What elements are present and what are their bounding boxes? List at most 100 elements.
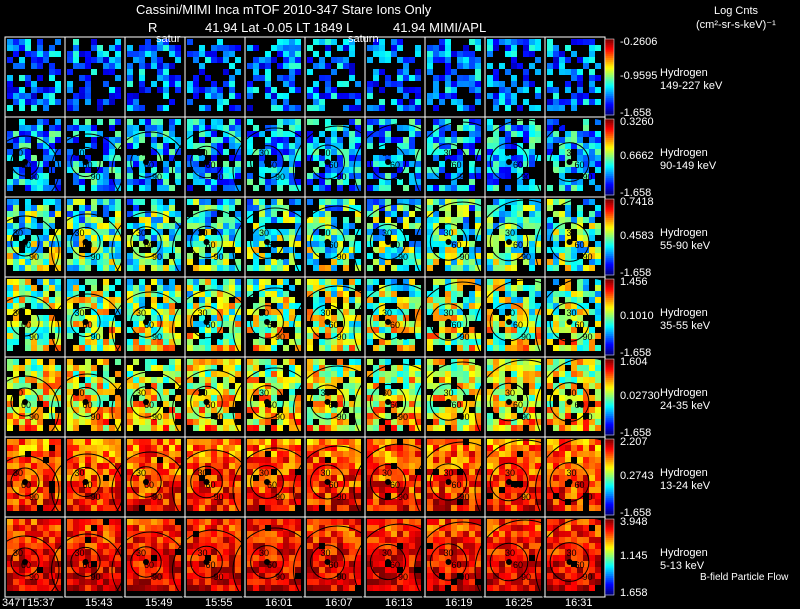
heatmap-cell: [199, 451, 205, 457]
heatmap-cell: [307, 253, 313, 259]
colorbar-segment: [605, 122, 614, 126]
heatmap-cell: [139, 155, 145, 161]
contour-label: 30: [136, 148, 146, 158]
heatmap-cell: [49, 155, 55, 161]
heatmap-cell: [589, 99, 595, 105]
heatmap-cell: [259, 205, 265, 211]
heatmap-cell: [265, 377, 271, 383]
heatmap-cell: [565, 413, 571, 419]
heatmap-cell: [223, 167, 229, 173]
heatmap-cell: [517, 401, 523, 407]
heatmap-cell: [499, 303, 505, 309]
heatmap-cell: [133, 259, 139, 265]
heatmap-cell: [583, 345, 589, 351]
saturn-marker: [506, 399, 512, 405]
heatmap-cell: [127, 487, 133, 493]
heatmap-cell: [259, 339, 265, 345]
contour-label: 90: [460, 252, 470, 262]
heatmap-cell: [505, 291, 511, 297]
heatmap-cell: [223, 173, 229, 179]
contour-label: 90: [152, 332, 162, 342]
heatmap-cell: [289, 321, 295, 327]
heatmap-cell: [187, 365, 193, 371]
heatmap-cell: [331, 87, 337, 93]
colorbar-segment: [605, 345, 614, 348]
heatmap-cell: [349, 333, 355, 339]
contour-label: 30: [382, 148, 392, 158]
heatmap-cell: [223, 413, 229, 419]
heatmap-cell: [157, 211, 163, 217]
heatmap-cell: [205, 339, 211, 345]
saturn-marker: [566, 399, 573, 405]
heatmap-cell: [19, 211, 25, 217]
heatmap-cell: [211, 167, 217, 173]
heatmap-cell: [277, 185, 283, 191]
heatmap-cell: [187, 339, 193, 345]
colorbar-segment: [605, 86, 614, 89]
heatmap-cell: [205, 365, 211, 371]
heatmap-cell: [259, 179, 265, 185]
heatmap-cell: [529, 39, 535, 45]
heatmap-cell: [439, 51, 445, 57]
contour-label: 90: [398, 172, 408, 182]
heatmap-cell: [193, 285, 199, 291]
heatmap-cell: [169, 223, 175, 229]
heatmap-cell: [319, 279, 325, 285]
heatmap-cell: [583, 303, 589, 309]
heatmap-cell: [157, 279, 163, 285]
colorbar-segment: [605, 119, 614, 122]
contour-label: 90: [275, 412, 285, 422]
contour-label: 60: [452, 240, 462, 250]
heatmap-cell: [553, 345, 559, 351]
colorbar-segment: [605, 160, 614, 164]
heatmap-cell: [445, 199, 451, 205]
heatmap-cell: [571, 259, 577, 265]
heatmap-cell: [169, 205, 175, 211]
heatmap-cell: [43, 291, 49, 297]
heatmap-cell: [529, 297, 535, 303]
heatmap-cell: [253, 303, 259, 309]
heatmap-cell: [13, 265, 19, 271]
heatmap-cell: [289, 383, 295, 389]
heatmap-cell: [37, 185, 43, 191]
heatmap-cell: [271, 137, 277, 143]
heatmap-cell: [595, 149, 601, 155]
heatmap-cell: [199, 407, 205, 413]
heatmap-cell: [523, 419, 529, 425]
heatmap-cell: [469, 173, 475, 179]
heatmap-cell: [343, 291, 349, 297]
heatmap-cell: [43, 371, 49, 377]
heatmap-cell: [517, 241, 523, 247]
heatmap-cell: [355, 105, 361, 111]
heatmap-cell: [7, 395, 13, 401]
heatmap-cell: [355, 205, 361, 211]
heatmap-cell: [517, 167, 523, 173]
heatmap-cell: [553, 309, 559, 315]
heatmap-cell: [55, 125, 61, 131]
heatmap-cell: [439, 327, 445, 333]
heatmap-cell: [145, 419, 151, 425]
heatmap-cell: [487, 119, 493, 125]
heatmap-cell: [475, 377, 481, 383]
heatmap-cell: [469, 39, 475, 45]
heatmap-cell: [67, 445, 73, 451]
heatmap-cell: [295, 425, 301, 431]
heatmap-cell: [583, 419, 589, 425]
colorbar-segment: [605, 48, 614, 51]
heatmap-cell: [313, 105, 319, 111]
heatmap-cell: [145, 217, 151, 223]
heatmap-cell: [229, 371, 235, 377]
heatmap-cell: [103, 149, 109, 155]
heatmap-cell: [307, 407, 313, 413]
heatmap-cell: [187, 155, 193, 161]
heatmap-cell: [523, 395, 529, 401]
heatmap-cell: [247, 395, 253, 401]
contour-line: [489, 222, 529, 262]
colorbar-segment: [605, 166, 614, 169]
heatmap-cell: [79, 481, 85, 487]
colorbar-segment: [605, 288, 614, 291]
heatmap-cell: [109, 505, 115, 511]
heatmap-cell: [85, 143, 91, 149]
heatmap-cell: [187, 401, 193, 407]
heatmap-cell: [193, 463, 199, 469]
